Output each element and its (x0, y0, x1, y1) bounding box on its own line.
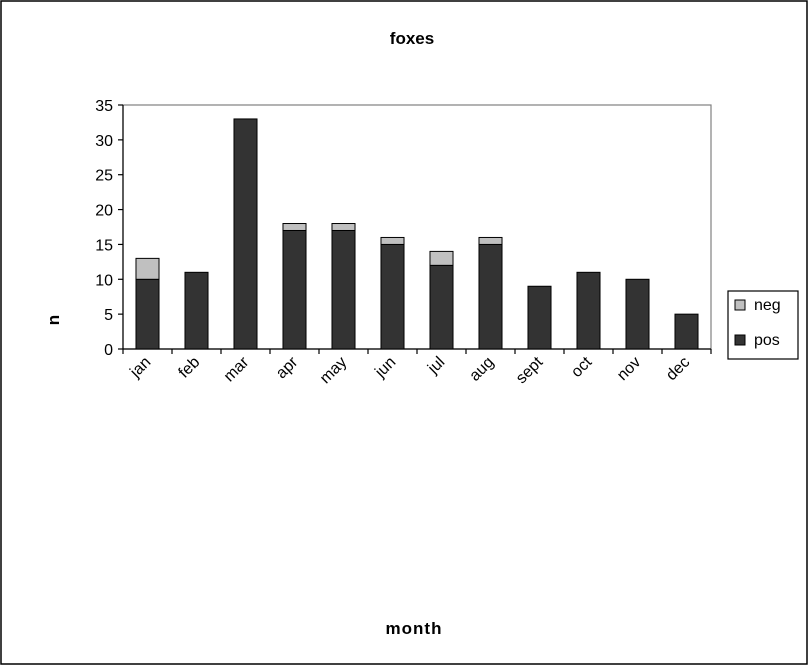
bar-neg-jan (135, 257, 160, 280)
legend-label-neg: neg (754, 297, 781, 314)
y-tick-label: 20 (95, 203, 113, 220)
y-axis: 0 5 10 15 20 25 30 35 (95, 98, 124, 359)
chart-title: foxes (390, 29, 434, 48)
legend-label-pos: pos (754, 332, 780, 349)
bar-pos-may (331, 229, 356, 350)
bar-pos-oct (576, 271, 601, 350)
y-tick-label: 15 (95, 237, 113, 254)
legend-swatch-pos (734, 334, 746, 346)
y-tick-label: 30 (95, 133, 113, 150)
y-tick-label: 35 (95, 98, 113, 115)
bar-neg-may (331, 223, 356, 231)
bar-pos-jun (380, 243, 405, 350)
bar-neg-jun (380, 236, 405, 245)
bar-neg-jul (429, 250, 454, 266)
bar-pos-nov (625, 278, 650, 350)
bar-pos-jan (135, 278, 160, 350)
bar-neg-apr (282, 223, 307, 231)
y-axis-title: n (44, 315, 63, 325)
legend-swatch-neg (734, 299, 746, 311)
y-tick-label: 25 (95, 168, 113, 185)
bar-neg-aug (478, 236, 503, 245)
bar-pos-mar (233, 118, 258, 350)
y-tick-label: 5 (104, 307, 113, 324)
x-axis-title: month (386, 619, 443, 638)
y-tick-label: 10 (95, 272, 113, 289)
legend: neg pos (727, 290, 799, 360)
bar-pos-dec (674, 313, 699, 350)
bar-pos-apr (282, 229, 307, 350)
bar-pos-jul (429, 264, 454, 350)
bar-pos-feb (184, 271, 209, 350)
bar-pos-sept (527, 285, 552, 350)
y-tick-label: 0 (104, 342, 113, 359)
bar-pos-aug (478, 243, 503, 350)
bars (135, 118, 699, 350)
